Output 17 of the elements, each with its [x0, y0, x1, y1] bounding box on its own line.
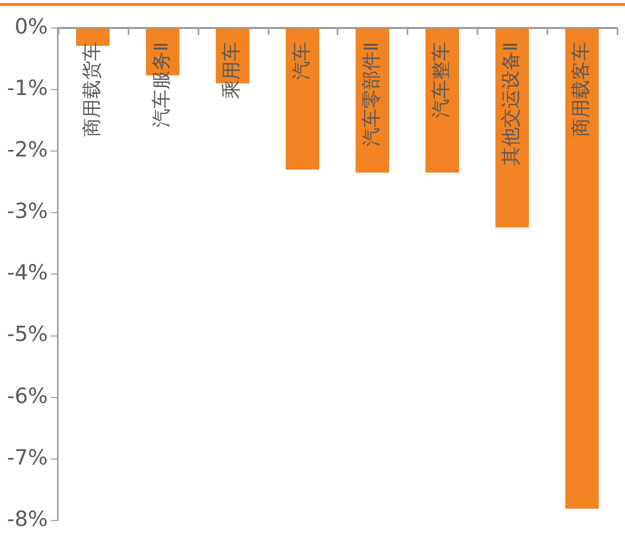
x-tick-label: 汽车服务Ⅱ [150, 42, 173, 128]
y-tick-label: -3% [6, 199, 48, 224]
y-tick-label: -6% [6, 384, 48, 408]
y-tick-label: -1% [6, 76, 48, 100]
x-tick-label: 乘用车 [220, 42, 243, 99]
y-tick-label: -8% [6, 506, 48, 531]
x-tick-label: 商用载客车 [570, 42, 592, 137]
y-tick-label: -4% [6, 260, 48, 285]
x-tick-label: 商用载货车 [80, 42, 103, 137]
x-tick-label: 汽车整车 [430, 42, 452, 118]
y-tick-label: -7% [6, 445, 48, 470]
y-tick-label: -2% [6, 138, 48, 162]
y-tick-label: 0% [14, 14, 48, 38]
x-tick-label: 汽车 [290, 42, 312, 80]
y-tick-label: -5% [6, 322, 48, 346]
x-tick-label: 汽车零部件Ⅱ [360, 42, 382, 146]
x-tick-label: 其他交运设备Ⅱ [500, 42, 522, 166]
